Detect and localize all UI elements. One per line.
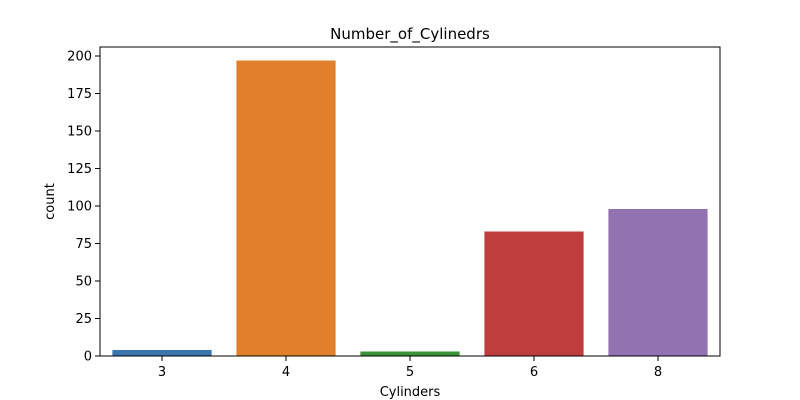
bar-6 (484, 231, 584, 356)
bar-3 (112, 350, 212, 356)
bar-5 (360, 351, 460, 356)
y-tick-label: 100 (67, 200, 92, 215)
y-tick-label: 0 (84, 350, 92, 365)
x-tick-label: 4 (282, 365, 290, 380)
bars-group (112, 60, 708, 356)
y-tick-label: 175 (67, 87, 92, 102)
y-tick-label: 150 (67, 125, 92, 140)
x-tick-label: 6 (530, 365, 538, 380)
y-axis: 0 25 50 75 100 125 150 175 200 (67, 50, 100, 365)
x-tick-label: 5 (406, 365, 414, 380)
y-tick-label: 75 (75, 237, 92, 252)
bar-4 (236, 60, 336, 356)
x-tick-label: 3 (158, 365, 166, 380)
x-axis-title: Cylinders (380, 385, 441, 400)
x-axis: 3 4 5 6 8 (158, 356, 662, 380)
bar-8 (608, 209, 708, 356)
y-tick-label: 25 (75, 312, 92, 327)
chart-title: Number_of_Cylinedrs (330, 25, 490, 44)
y-tick-label: 50 (75, 275, 92, 290)
x-tick-label: 8 (654, 365, 662, 380)
y-tick-label: 125 (67, 162, 92, 177)
y-tick-label: 200 (67, 50, 92, 65)
y-axis-title: count (43, 183, 58, 220)
